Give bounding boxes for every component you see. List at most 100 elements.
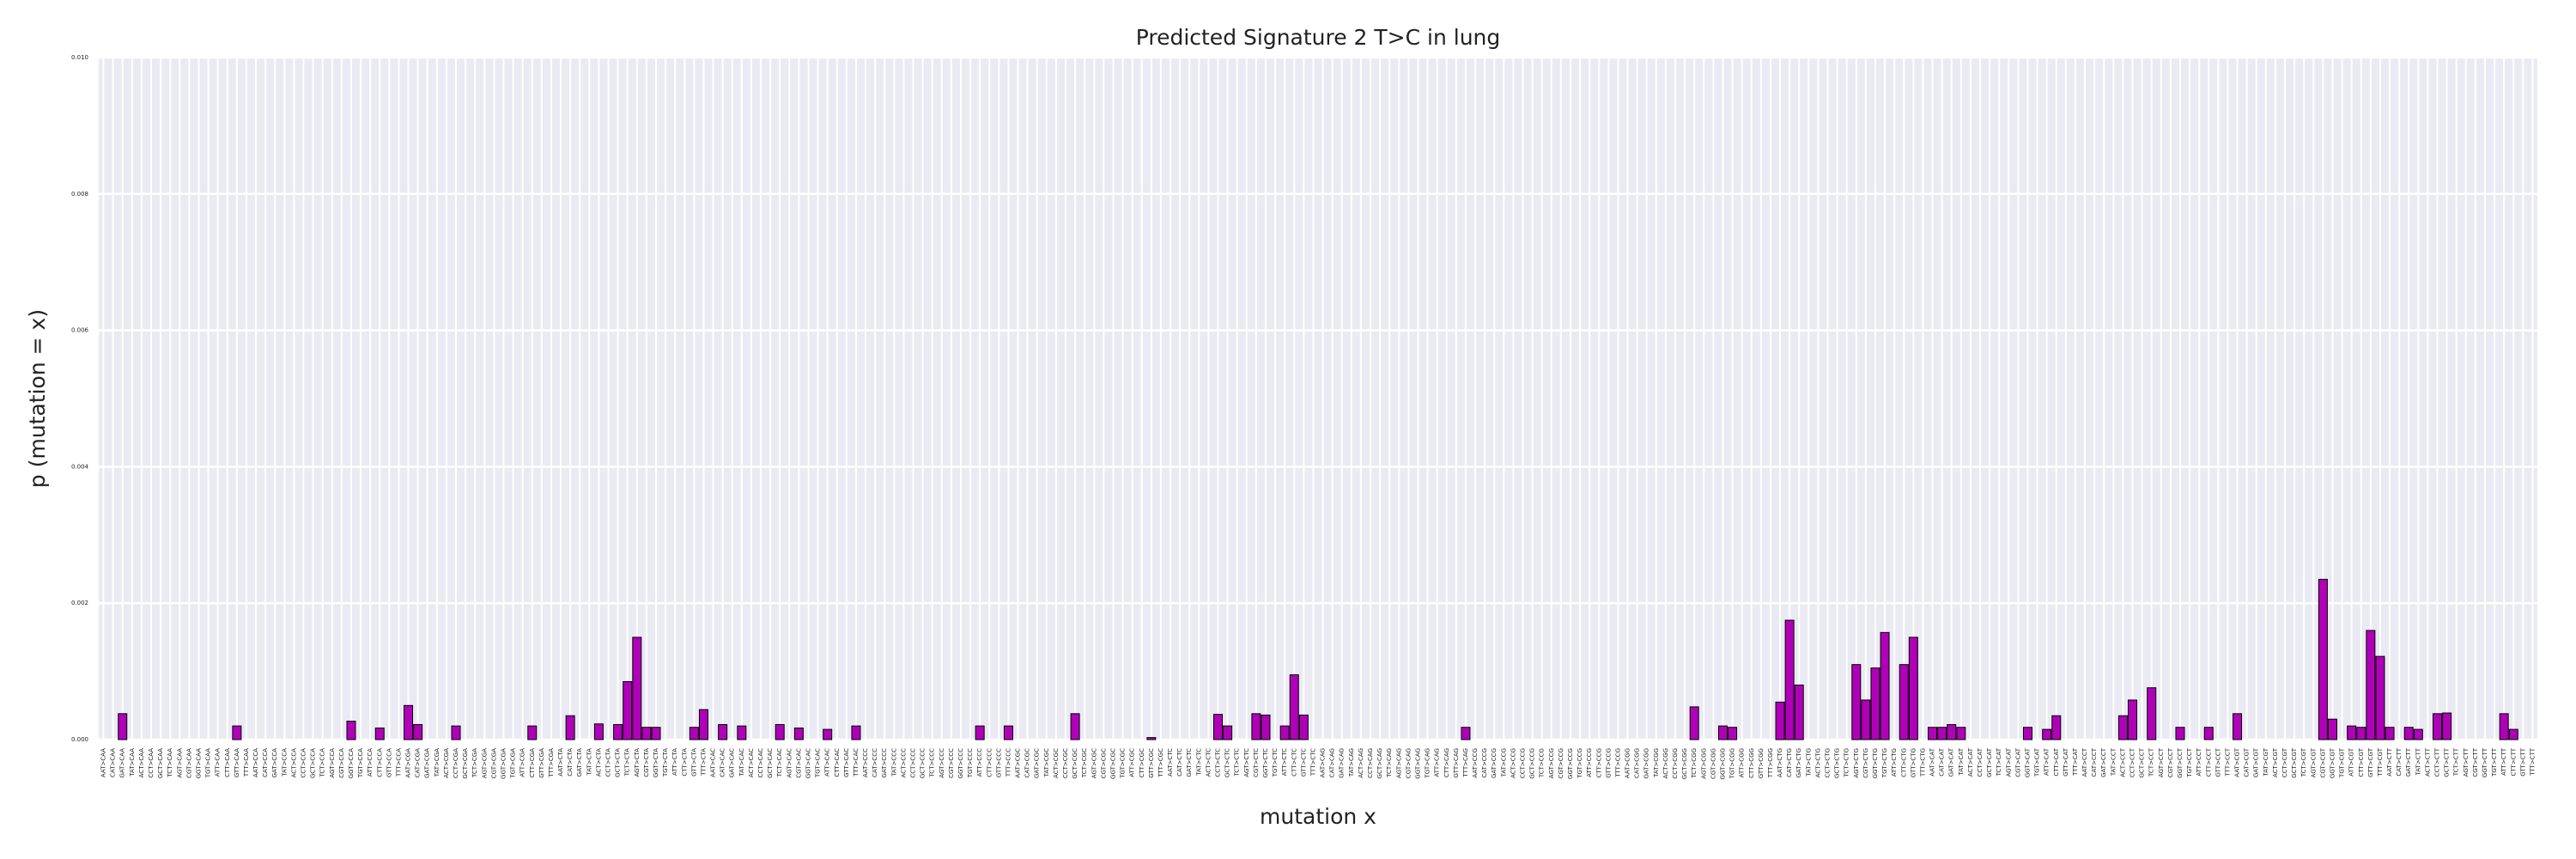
bar (1947, 724, 1957, 740)
x-tick-label: ATT>CTA (671, 748, 678, 776)
x-tick-label: ACT>CTA (595, 748, 602, 777)
x-tick-label: ATT>CGT (2348, 747, 2355, 777)
bar (2508, 728, 2518, 740)
x-tick-label: CTT>CCT (2205, 747, 2212, 777)
x-tick-label: CTT>CAC (834, 748, 841, 777)
bar (632, 637, 642, 740)
x-tick-label: GTT>CCA (386, 748, 392, 777)
x-tick-label: TTT>CAG (1462, 748, 1469, 777)
x-tick-label: ATT>CGC (1129, 748, 1136, 777)
bar (2413, 728, 2423, 740)
x-tick-label: ACT>CGC (1053, 748, 1060, 778)
x-tick-label: ACT>CGG (1662, 748, 1669, 778)
x-tick-label: TTT>CAA (243, 748, 250, 777)
x-tick-label: GAT>CCA (271, 748, 278, 778)
x-tick-label: AGT>CTA (634, 748, 641, 777)
bar (232, 725, 242, 740)
x-tick-label: AAT>CGC (1015, 748, 1022, 778)
bar (593, 723, 604, 740)
x-tick-label: ACT>CCG (1510, 748, 1516, 778)
bar (2203, 727, 2214, 740)
bar (2175, 727, 2185, 740)
x-tick-label: ACT>CCA (290, 748, 297, 777)
bar (1956, 727, 1966, 740)
x-tick-label: ACT>CAG (1358, 748, 1364, 778)
x-tick-label: ATT>CCT (2196, 747, 2202, 776)
x-tick-label: ACT>CGT (2272, 747, 2279, 777)
x-tick-label: TTT>CCG (1614, 748, 1621, 778)
x-tick-label: CGT>CCG (1558, 748, 1564, 778)
x-tick-label: CCT>CGA (453, 748, 459, 778)
x-tick-label: AGT>CCG (1548, 748, 1555, 778)
plot-area (99, 58, 2537, 740)
bar (1870, 667, 1880, 740)
x-tick-label: CCT>CTT (2434, 747, 2441, 777)
bar (451, 725, 461, 740)
bar (2433, 713, 2443, 740)
x-tick-label: CTT>CAG (1443, 748, 1450, 777)
x-tick-label: TTT>CTT (2529, 747, 2536, 776)
bar (2327, 718, 2337, 740)
x-tick-label: AGT>CAC (786, 748, 793, 778)
bar (641, 727, 652, 740)
x-tick-label: AAT>CTT (2386, 747, 2393, 776)
bar (1461, 727, 1471, 740)
bar (1146, 737, 1157, 740)
x-tick-label: TCT>CGC (1081, 748, 1088, 778)
x-tick-label: TGT>CCT (2186, 747, 2193, 777)
x-tick-label: TTT>CGT (2377, 747, 2384, 777)
x-tick-label: CCT>CGG (1672, 748, 1679, 779)
x-tick-label: GTT>CCT (2215, 747, 2221, 777)
chart-title: Predicted Signature 2 T>C in lung (1136, 25, 1501, 50)
x-tick-label: AAT>CTG (1777, 748, 1783, 777)
x-tick-label: GTT>CAG (1453, 748, 1460, 777)
x-tick-label: TGT>CGA (510, 748, 517, 779)
x-tick-label: TGT>CGG (1729, 748, 1736, 779)
x-tick-label: GCT>CTA (615, 748, 622, 777)
x-tick-label: ATT>CCC (976, 748, 983, 777)
x-tick-label: AAT>CCA (252, 748, 259, 777)
x-tick-label: AAT>CTC (1167, 748, 1174, 777)
x-tick-label: TTT>CCA (395, 748, 402, 777)
x-tick-label: ATT>CCA (367, 748, 374, 777)
x-tick-label: CAT>CCG (1481, 748, 1488, 777)
x-tick-label: CAT>CAT (1939, 747, 1946, 776)
x-tick-label: AAT>CCG (1472, 748, 1479, 778)
bar (1251, 713, 1261, 740)
x-tick-label: TAT>CGA (434, 748, 440, 777)
bar (2051, 715, 2062, 740)
x-tick-label: GGT>CTC (1262, 748, 1269, 777)
bar (2499, 713, 2509, 740)
x-tick-label: ACT>CAC (748, 748, 755, 777)
x-tick-label: GGT>CAG (1414, 748, 1421, 779)
bar (565, 715, 575, 740)
x-tick-label: ACT>CTG (1814, 748, 1821, 777)
x-tick-label: GAT>CCT (2100, 747, 2107, 777)
x-tick-label: AAT>CAG (1320, 748, 1327, 777)
x-tick-label: GGT>CAC (805, 748, 811, 778)
x-tick-label: TGT>CCC (967, 748, 974, 778)
bar (1861, 699, 1871, 740)
bar (1728, 727, 1738, 740)
x-tick-label: GGT>CGA (500, 748, 507, 779)
x-tick-label: AGT>CTG (1853, 748, 1860, 778)
x-tick-label: GGT>CGT (2329, 747, 2336, 778)
x-tick-label: GCT>CGG (1681, 748, 1688, 779)
x-tick-label: TGT>CGC (1120, 748, 1127, 779)
x-tick-label: ATT>CAT (2044, 747, 2050, 776)
x-tick-label: TAT>CAG (1348, 748, 1355, 777)
x-tick-label: AGT>CCC (939, 748, 945, 778)
x-tick-label: CGT>CGT (2319, 747, 2326, 777)
bar (118, 713, 128, 740)
x-tick-label: ATT>CTC (1281, 748, 1288, 776)
x-tick-label: TGT>CAT (2034, 747, 2041, 777)
x-tick-label: AAT>CGA (405, 748, 412, 778)
x-tick-label: TAT>CCA (281, 748, 288, 777)
x-tick-label: CCT>CGC (1062, 748, 1069, 778)
x-tick-label: TAT>CTC (1195, 748, 1202, 777)
x-tick-label: CTT>CGA (529, 748, 536, 777)
x-tick-label: CTT>CCC (986, 748, 993, 777)
x-tick-label: TAT>CAC (738, 748, 745, 777)
x-tick-label: TCT>CCA (319, 748, 326, 778)
x-tick-label: AAT>CCT (2081, 747, 2088, 777)
